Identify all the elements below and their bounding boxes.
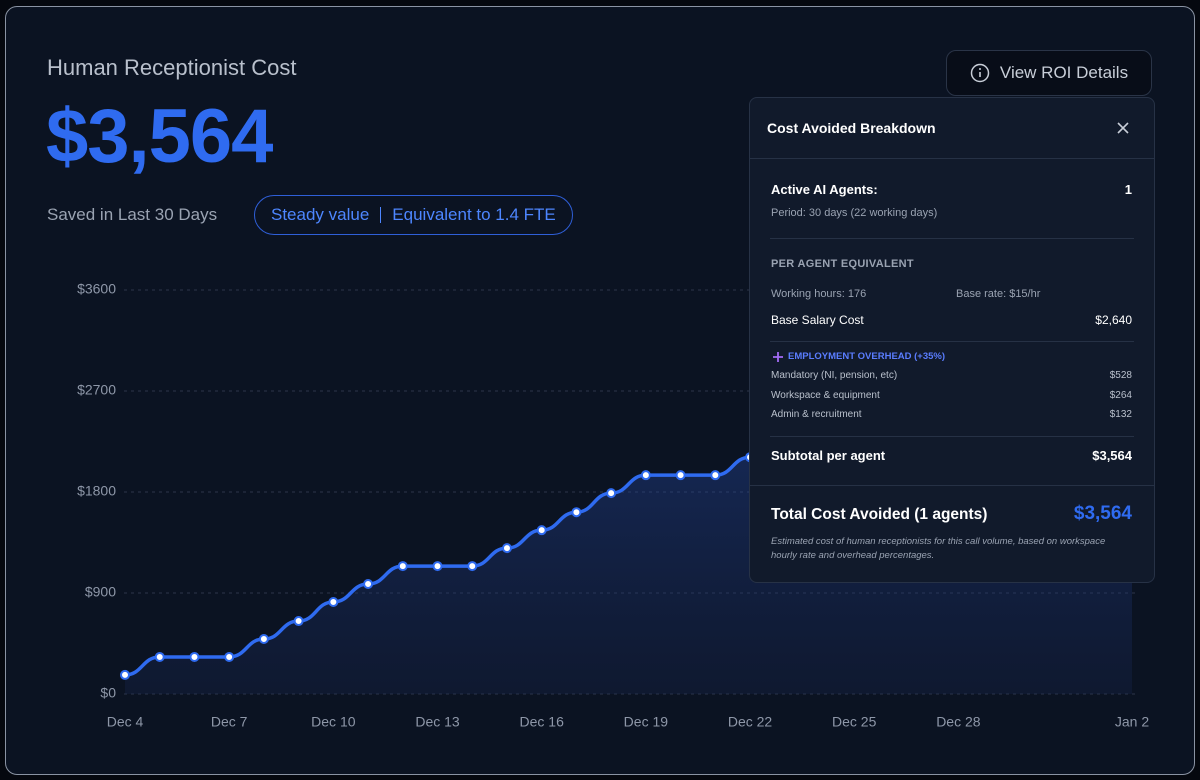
agents-value: 1 (1124, 182, 1132, 197)
subtitle: Saved in Last 30 Days (47, 205, 218, 224)
plus-icon (773, 352, 783, 362)
agents-label: Active AI Agents: (771, 182, 878, 197)
data-point (501, 543, 512, 554)
badge-text: Steady value (271, 205, 370, 224)
working-hours: Working hours: 176 (771, 288, 867, 300)
total-label: Total Cost Avoided (1 agents) (771, 506, 988, 523)
data-point (328, 596, 339, 607)
x-tick-label: Dec 10 (311, 714, 356, 730)
section-label: PER AGENT EQUIVALENT (771, 258, 914, 270)
overhead-label: Admin & recruitment (771, 409, 862, 420)
data-point (710, 470, 721, 481)
data-point (363, 579, 374, 590)
card-title: Human Receptionist Cost (47, 55, 297, 80)
x-tick-label: Jan 2 (1115, 714, 1149, 730)
subtotal-label: Subtotal per agent (771, 448, 886, 463)
x-tick-label: Dec 25 (832, 714, 877, 730)
divider (770, 341, 1134, 342)
data-point (397, 561, 408, 572)
overhead-value: $264 (1109, 389, 1132, 401)
breakdown-popover: Cost Avoided Breakdown Active AI Agents:… (749, 97, 1155, 583)
y-tick-label: $0 (100, 685, 116, 701)
divider (750, 485, 1154, 486)
data-point (293, 616, 304, 627)
divider (380, 207, 382, 223)
y-tick-label: $900 (85, 584, 116, 600)
base-salary-value: $2,640 (1095, 313, 1132, 327)
overhead-label: Mandatory (NI, pension, etc) (771, 370, 898, 381)
footnote: Estimated cost of human receptionists fo… (771, 536, 1106, 561)
overhead-value: $528 (1109, 370, 1132, 381)
data-point (675, 470, 686, 481)
period: Period: 30 days (22 working days) (771, 207, 938, 219)
divider (770, 238, 1134, 239)
data-point (606, 488, 617, 499)
x-tick-label: Dec 22 (728, 714, 773, 730)
y-tick-label: $2700 (77, 382, 116, 398)
divider (750, 158, 1154, 159)
base-salary-label: Base Salary Cost (771, 313, 864, 327)
headline-value: $3,564 (46, 94, 273, 179)
overhead-label: Workspace & equipment (771, 389, 880, 401)
info-icon (970, 63, 990, 83)
y-tick-label: $3600 (77, 281, 116, 297)
popover-title: Cost Avoided Breakdown (767, 120, 936, 136)
y-tick-label: $1800 (77, 483, 116, 499)
base-rate: Base rate: $15/hr (956, 288, 1041, 300)
data-point (536, 525, 547, 536)
total-value: $3,564 (1073, 503, 1132, 524)
data-point (120, 669, 130, 680)
data-point (571, 507, 582, 518)
close-icon[interactable] (1116, 121, 1130, 135)
data-point (467, 561, 478, 572)
overhead-title: EMPLOYMENT OVERHEAD (+35%) (788, 351, 946, 362)
overhead-value: $132 (1109, 409, 1132, 420)
roi-card: $0 $900 $1800 $2700 $3600 Dec 4 Dec 7 Dec 10 Dec… (5, 6, 1195, 775)
view-roi-button[interactable]: View ROI Details (946, 50, 1152, 96)
data-point (224, 651, 235, 662)
x-tick-label: Dec 19 (624, 714, 669, 730)
x-tick-label: Dec 7 (211, 714, 248, 730)
x-tick-label: Dec 4 (107, 714, 144, 730)
button-label: View ROI Details (999, 63, 1129, 82)
divider (770, 436, 1134, 437)
x-tick-label: Dec 13 (415, 714, 460, 730)
badge-text: Equivalent to 1.4 FTE (392, 205, 556, 224)
status-badge: Steady value Equivalent to 1.4 FTE (254, 195, 573, 235)
data-point (258, 634, 269, 645)
x-tick-label: Dec 16 (520, 714, 565, 730)
data-point (432, 561, 443, 572)
x-tick-label: Dec 28 (936, 714, 981, 730)
data-point (189, 651, 200, 662)
data-point (154, 651, 165, 662)
subtotal-value: $3,564 (1092, 448, 1132, 463)
data-point (640, 470, 651, 481)
